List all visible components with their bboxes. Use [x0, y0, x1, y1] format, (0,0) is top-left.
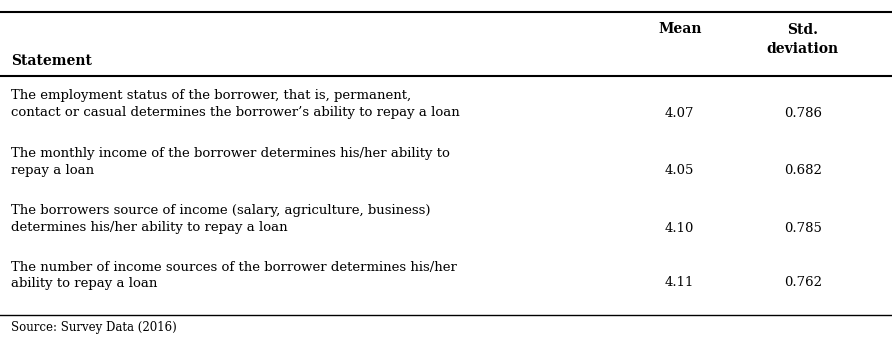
Text: repay a loan: repay a loan [11, 164, 94, 176]
Text: 4.10: 4.10 [665, 222, 694, 235]
Text: ability to repay a loan: ability to repay a loan [11, 277, 157, 290]
Text: Statement: Statement [11, 54, 92, 68]
Text: deviation: deviation [767, 42, 838, 56]
Text: contact or casual determines the borrower’s ability to repay a loan: contact or casual determines the borrowe… [11, 106, 459, 119]
Text: determines his/her ability to repay a loan: determines his/her ability to repay a lo… [11, 221, 287, 234]
Text: The monthly income of the borrower determines his/her ability to: The monthly income of the borrower deter… [11, 147, 450, 160]
Text: The borrowers source of income (salary, agriculture, business): The borrowers source of income (salary, … [11, 204, 430, 217]
Text: Std.: Std. [788, 23, 818, 38]
Text: 4.05: 4.05 [665, 164, 694, 177]
Text: 4.07: 4.07 [665, 107, 695, 120]
Text: Source: Survey Data (2016): Source: Survey Data (2016) [11, 321, 177, 334]
Text: The number of income sources of the borrower determines his/her: The number of income sources of the borr… [11, 261, 457, 273]
Text: 4.11: 4.11 [665, 276, 694, 289]
Text: Mean: Mean [658, 22, 701, 36]
Text: 0.786: 0.786 [784, 107, 822, 120]
Text: 0.785: 0.785 [784, 222, 822, 235]
Text: 0.682: 0.682 [784, 164, 822, 177]
Text: 0.762: 0.762 [784, 276, 822, 289]
Text: The employment status of the borrower, that is, permanent,: The employment status of the borrower, t… [11, 89, 411, 102]
